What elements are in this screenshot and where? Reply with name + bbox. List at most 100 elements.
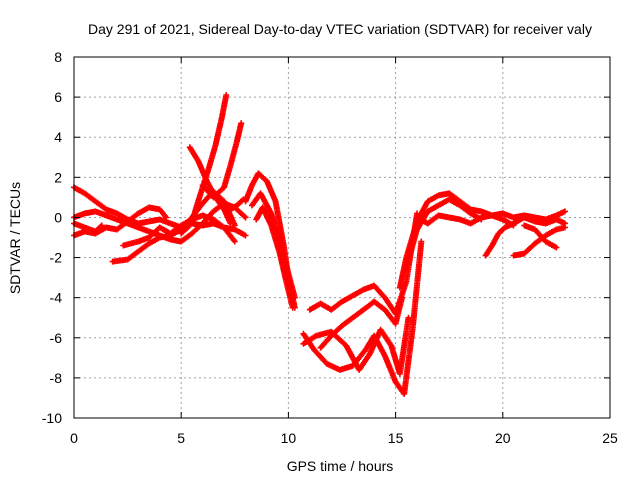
data-point xyxy=(381,352,398,384)
data-point xyxy=(221,163,234,191)
data-point xyxy=(268,210,283,243)
data-point xyxy=(446,190,462,204)
series-arc20 xyxy=(414,212,517,229)
data-point xyxy=(482,243,495,259)
data-point xyxy=(531,226,548,244)
series-arc12 xyxy=(248,190,298,301)
data-point xyxy=(276,238,291,275)
data-point xyxy=(467,215,483,227)
data-point xyxy=(349,287,365,299)
data-point xyxy=(381,306,398,326)
data-point xyxy=(268,222,283,255)
data-point xyxy=(146,235,162,247)
data-point xyxy=(227,203,239,213)
y-tick-label: 6 xyxy=(54,89,62,105)
data-point xyxy=(223,92,230,99)
chart-title: Day 291 of 2021, Sidereal Day-to-day VTE… xyxy=(88,21,592,37)
data-point xyxy=(424,193,440,205)
data-point xyxy=(456,198,473,212)
data-points xyxy=(71,92,568,397)
series-arc13 xyxy=(253,204,296,311)
data-point xyxy=(424,203,440,215)
data-point xyxy=(242,214,249,221)
y-tick-label: 0 xyxy=(54,209,62,225)
data-point xyxy=(306,301,323,313)
data-point xyxy=(371,298,387,312)
x-axis-label: GPS time / hours xyxy=(287,458,394,474)
data-point xyxy=(446,196,462,208)
data-point xyxy=(362,334,377,353)
data-point xyxy=(317,334,334,351)
data-point xyxy=(349,307,366,321)
data-point xyxy=(276,250,289,283)
data-point xyxy=(300,333,318,347)
y-tick-label: -8 xyxy=(50,370,63,386)
data-point xyxy=(542,227,558,239)
data-point xyxy=(71,229,87,239)
data-point xyxy=(135,205,151,217)
data-point xyxy=(81,190,98,204)
data-point xyxy=(206,143,219,171)
y-tick-label: -6 xyxy=(50,330,63,346)
series-arc2 xyxy=(71,204,170,239)
data-point xyxy=(167,223,183,237)
data-point xyxy=(231,226,247,238)
data-point xyxy=(339,315,355,329)
data-point xyxy=(328,299,344,313)
series-arc15 xyxy=(300,314,412,377)
data-point xyxy=(221,224,237,244)
data-point xyxy=(135,241,151,255)
data-point xyxy=(193,186,206,211)
data-point xyxy=(212,115,225,149)
x-tick-label: 25 xyxy=(602,430,618,446)
y-tick-labels: -10 -8 -6 -4 -2 0 2 4 6 8 xyxy=(42,49,62,426)
data-point xyxy=(561,208,568,215)
data-point xyxy=(553,244,560,251)
data-point xyxy=(521,241,537,257)
axis-ticks xyxy=(73,56,611,419)
data-point xyxy=(489,231,501,249)
data-point xyxy=(396,316,412,377)
data-point xyxy=(401,326,416,397)
data-point xyxy=(311,346,329,366)
x-tick-label: 5 xyxy=(177,430,185,446)
data-point xyxy=(339,293,355,305)
data-point xyxy=(218,93,229,121)
series-arc22 xyxy=(510,224,568,259)
data-point xyxy=(360,283,376,293)
data-point xyxy=(210,185,226,201)
data-point xyxy=(435,197,451,209)
data-point xyxy=(542,238,558,250)
data-point xyxy=(188,206,199,227)
x-tick-label: 10 xyxy=(281,430,297,446)
data-point xyxy=(227,220,234,227)
data-point xyxy=(263,178,278,203)
data-point xyxy=(231,238,238,245)
y-tick-label: -10 xyxy=(42,410,62,426)
data-point xyxy=(186,144,201,163)
data-point xyxy=(120,238,140,249)
data-point xyxy=(371,282,387,300)
data-point xyxy=(255,170,269,184)
series-arc6 xyxy=(120,212,238,249)
data-point xyxy=(227,139,240,169)
data-point xyxy=(178,231,194,245)
data-point xyxy=(377,326,394,348)
data-point xyxy=(285,270,298,299)
x-tick-labels: 0 5 10 15 20 25 xyxy=(70,430,618,446)
data-point xyxy=(231,222,238,229)
data-point xyxy=(561,224,568,231)
data-point xyxy=(178,221,194,237)
series-arc10 xyxy=(227,196,247,213)
data-point xyxy=(195,158,210,183)
data-point xyxy=(381,294,398,316)
x-tick-label: 15 xyxy=(388,430,404,446)
data-point xyxy=(356,352,372,373)
data-point xyxy=(238,120,245,127)
data-point xyxy=(418,238,425,245)
data-point xyxy=(92,198,108,212)
data-point xyxy=(289,304,296,311)
data-point xyxy=(392,296,405,327)
data-point xyxy=(233,197,246,209)
data-point xyxy=(124,249,140,263)
